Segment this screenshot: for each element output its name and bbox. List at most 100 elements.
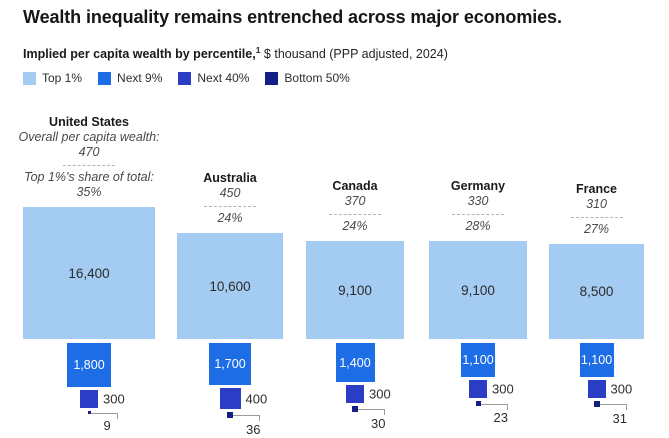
value-top1: 8,500 (579, 284, 614, 299)
value-top1: 9,100 (338, 282, 372, 298)
value-bottom50: 9 (103, 418, 111, 433)
top1-share-value: 24% (342, 219, 368, 233)
square-bottom50 (87, 411, 91, 414)
square-next40 (219, 388, 241, 409)
square-next40-row: 300 (346, 385, 391, 403)
value-next9: 1,100 (580, 353, 613, 367)
country-name: Germany (450, 179, 506, 193)
square-bottom50-row: 9 (87, 411, 118, 433)
chart-subtitle: Implied per capita wealth by percentile,… (23, 45, 448, 61)
square-next9: 1,800 (67, 343, 111, 387)
square-bottom50-row: 31 (593, 401, 627, 426)
square-next40-row: 300 (469, 380, 514, 398)
square-bottom50-row: 23 (475, 401, 508, 425)
overall-wealth-value: 310 (586, 197, 607, 211)
country-header: Australia 450 24% (142, 171, 318, 233)
square-next40 (80, 390, 98, 408)
value-bottom50: 31 (612, 411, 627, 426)
callout-line (358, 409, 385, 415)
country-name: United States (49, 115, 129, 129)
country-column-australia: Australia 450 24% 10,600 1,700 400 36 (177, 171, 283, 437)
country-header: France 310 27% (509, 182, 669, 244)
country-header: Germany 330 28% (390, 179, 566, 241)
value-next40: 300 (103, 391, 125, 407)
country-header: Canada 370 24% (267, 179, 443, 241)
square-next9: 1,100 (461, 343, 495, 377)
legend-swatch-bottom-50pct (265, 71, 279, 85)
square-next40 (587, 380, 606, 398)
value-next40: 300 (610, 381, 633, 397)
callout-line (233, 415, 260, 421)
value-next9: 1,400 (339, 355, 371, 370)
value-next40: 300 (492, 381, 514, 397)
top1-share-value: 28% (465, 219, 491, 233)
country-column-france: France 310 27% 8,500 1,100 300 31 (549, 182, 644, 426)
overall-wealth-value: 470 (78, 145, 100, 159)
overall-wealth-label: Overall per capita wealth: (18, 130, 160, 144)
square-bottom50-row: 30 (352, 406, 385, 431)
top1-share-value: 24% (217, 211, 243, 225)
square-bottom50-row: 36 (227, 412, 260, 437)
square-top1: 16,400 (23, 207, 155, 339)
callout-line (599, 404, 627, 410)
value-top1: 9,100 (461, 282, 495, 298)
country-name: Australia (203, 171, 257, 185)
square-next9: 1,700 (209, 343, 251, 385)
legend-item-next-40pct: Next 40% (178, 71, 249, 85)
footnote-marker: 1 (255, 45, 261, 55)
value-bottom50: 30 (371, 416, 386, 431)
country-header: United States Overall per capita wealth:… (1, 115, 177, 207)
legend-item-bottom-50pct: Bottom 50% (265, 71, 350, 85)
country-column-united-states: United States Overall per capita wealth:… (18, 115, 159, 433)
legend-label-bottom-50pct: Bottom 50% (284, 71, 350, 85)
top1-share-value: 35% (76, 185, 102, 199)
square-top1: 9,100 (429, 241, 527, 339)
callout-line (480, 403, 508, 410)
square-next40-row: 300 (80, 390, 125, 408)
square-bottom50 (227, 412, 233, 418)
value-next9: 1,100 (462, 353, 494, 367)
subtitle-bold: Implied per capita wealth by percentile, (23, 47, 256, 62)
legend-label-next-9pct: Next 9% (117, 71, 163, 85)
square-top1: 8,500 (549, 244, 644, 339)
top1-share-value: 27% (583, 222, 610, 236)
dashed-separator (570, 217, 623, 218)
legend-label-top-1pct: Top 1% (42, 71, 83, 85)
overall-wealth-value: 330 (467, 194, 489, 208)
dashed-separator (452, 214, 504, 215)
legend: Top 1% Next 9% Next 40% Bottom 50% (23, 71, 350, 85)
legend-swatch-next-40pct (178, 71, 192, 85)
legend-swatch-top-1pct (23, 71, 36, 85)
square-bottom50 (593, 401, 600, 407)
square-next40-row: 300 (587, 380, 632, 398)
value-next40: 300 (369, 386, 391, 402)
country-column-germany: Germany 330 28% 9,100 1,100 300 23 (429, 179, 527, 425)
square-next40 (346, 385, 364, 403)
dashed-separator (204, 206, 256, 207)
overall-wealth-value: 370 (344, 194, 366, 208)
value-top1: 10,600 (209, 278, 251, 294)
value-top1: 16,400 (68, 265, 110, 281)
legend-item-next-9pct: Next 9% (98, 71, 162, 85)
country-column-canada: Canada 370 24% 9,100 1,400 300 30 (306, 179, 404, 431)
square-next40 (469, 380, 487, 398)
square-next9: 1,100 (579, 343, 614, 377)
value-next9: 1,700 (214, 357, 246, 371)
overall-wealth-value: 450 (219, 186, 241, 200)
value-next9: 1,800 (73, 358, 105, 372)
dashed-separator (329, 214, 381, 215)
legend-label-next-40pct: Next 40% (197, 71, 250, 85)
square-next40-row: 400 (219, 388, 267, 409)
callout-line (90, 412, 118, 419)
square-bottom50 (352, 406, 358, 412)
legend-swatch-next-9pct (98, 71, 112, 85)
country-name: Canada (332, 179, 378, 193)
dashed-separator (63, 165, 115, 166)
subtitle-regular: $ thousand (PPP adjusted, 2024) (260, 47, 448, 62)
value-bottom50: 23 (493, 410, 508, 425)
top1-share-label: Top 1%'s share of total: (24, 170, 154, 184)
value-bottom50: 36 (246, 422, 261, 437)
square-bottom50 (475, 401, 481, 406)
legend-item-top-1pct: Top 1% (23, 71, 82, 85)
